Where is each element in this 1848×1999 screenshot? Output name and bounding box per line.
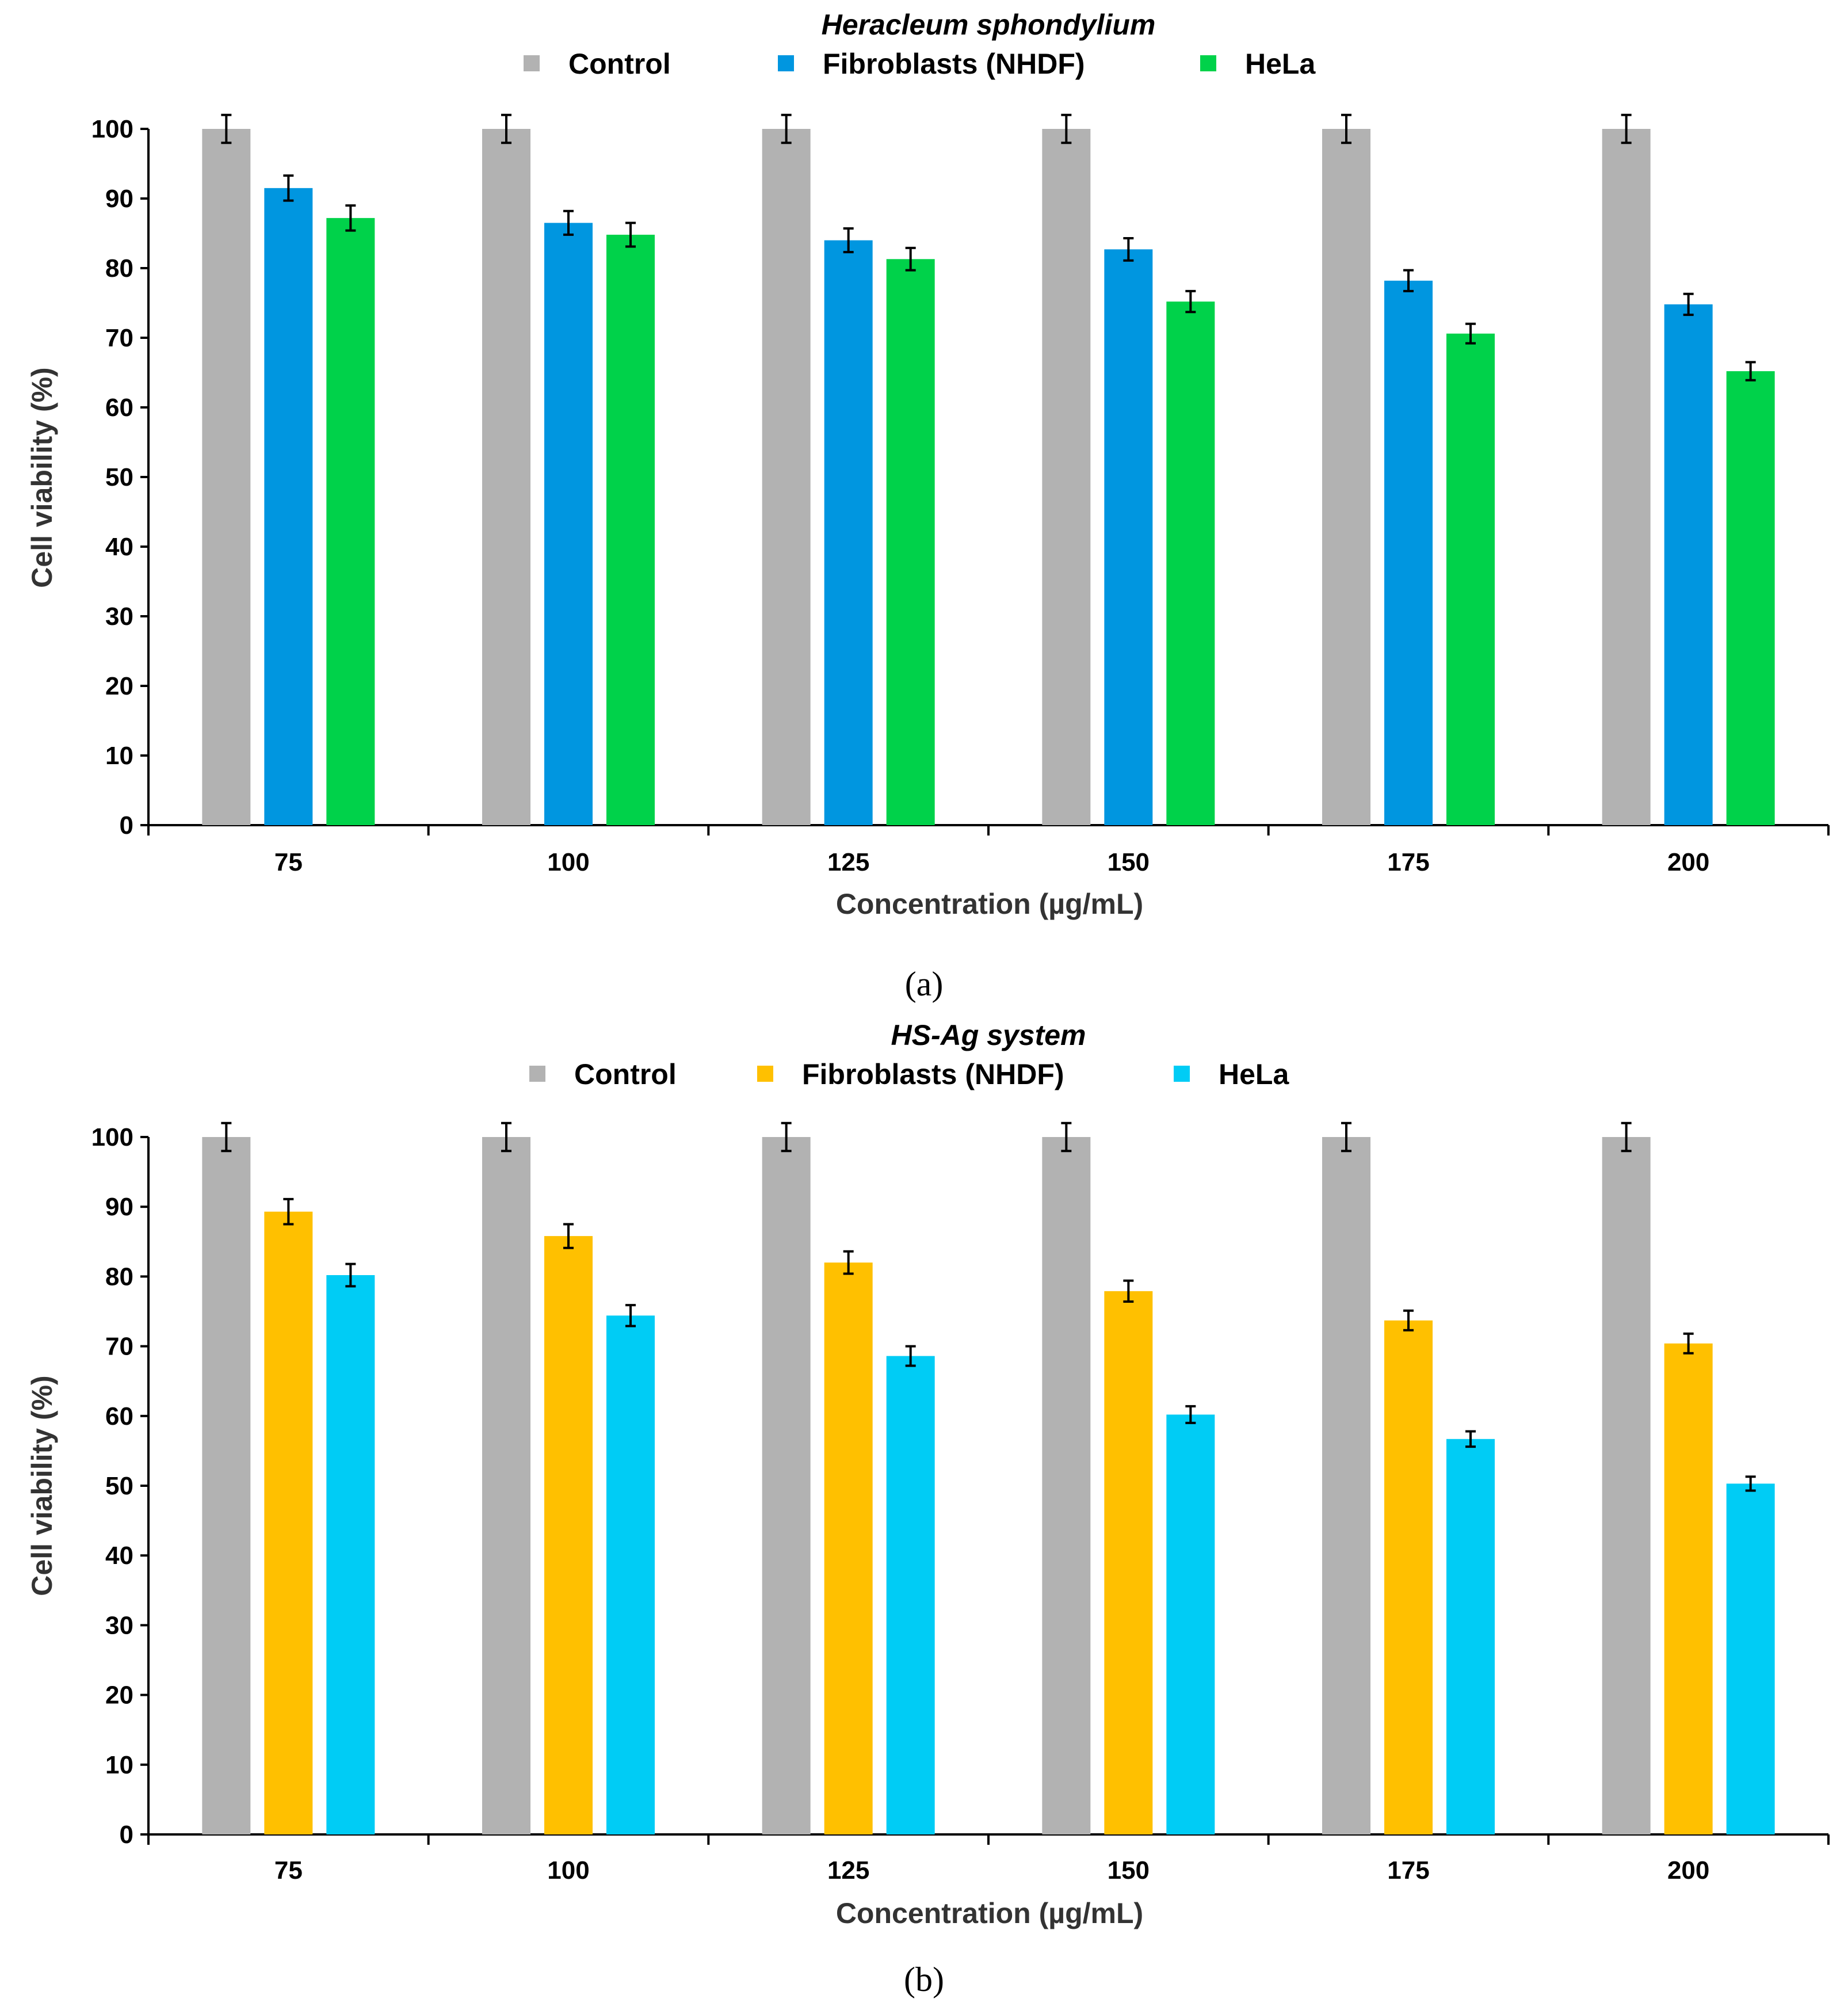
bar-1-2: [824, 240, 873, 826]
chart-b: HS-Ag system Control Fibroblasts (NHDF) HeL…: [26, 1019, 1830, 1998]
bar-2-1: [606, 234, 655, 825]
legend-swatch-0: [524, 55, 540, 71]
bar-0-5: [1602, 1137, 1651, 1834]
y-tick-label: 40: [105, 533, 133, 561]
y-tick-label: 10: [105, 742, 133, 770]
y-tick-label: 60: [105, 394, 133, 422]
bar-1-5: [1664, 1343, 1713, 1834]
bar-2-4: [1446, 1439, 1495, 1834]
legend-label-0: Control: [574, 1058, 677, 1090]
chart-title: HS-Ag system: [891, 1019, 1086, 1051]
y-tick-label: 30: [105, 602, 133, 631]
y-tick-label: 40: [105, 1542, 133, 1570]
y-tick-label: 60: [105, 1402, 133, 1430]
legend-swatch-1: [778, 55, 794, 71]
x-tick-label: 150: [1108, 848, 1150, 876]
legend-swatch-0: [529, 1066, 545, 1082]
x-tick-label: 150: [1108, 1856, 1150, 1884]
chart-a: Heracleum sphondylium Control Fibroblasts …: [26, 9, 1830, 1003]
bar-1-0: [264, 188, 313, 826]
y-tick-label: 30: [105, 1611, 133, 1639]
bar-1-5: [1664, 304, 1713, 825]
legend-swatch-2: [1174, 1066, 1190, 1082]
legend-label-1: Fibroblasts (NHDF): [802, 1058, 1064, 1090]
bar-0-4: [1322, 129, 1370, 825]
chart-title: Heracleum sphondylium: [822, 9, 1156, 41]
y-tick-label: 90: [105, 185, 133, 213]
y-tick-label: 0: [120, 811, 133, 840]
y-tick-label: 100: [91, 1123, 133, 1151]
bar-0-1: [482, 1137, 530, 1834]
bar-1-3: [1104, 249, 1153, 826]
bar-2-2: [886, 259, 935, 825]
panel-label: (a): [905, 965, 944, 1003]
bar-0-3: [1042, 129, 1091, 825]
x-tick-label: 200: [1667, 848, 1709, 876]
x-axis-label: Concentration (µg/mL): [836, 1897, 1143, 1929]
bar-0-0: [202, 129, 251, 825]
bar-0-4: [1322, 1137, 1370, 1834]
x-tick-label: 175: [1387, 848, 1429, 876]
bar-2-2: [886, 1356, 935, 1834]
x-tick-label: 175: [1387, 1856, 1429, 1884]
bar-2-5: [1726, 371, 1775, 825]
legend: Control Fibroblasts (NHDF) HeLa: [529, 1058, 1289, 1090]
bar-0-2: [762, 129, 811, 825]
y-axis-label: Cell viability (%): [26, 1375, 58, 1596]
y-axis-label: Cell viability (%): [26, 367, 58, 588]
y-tick-label: 80: [105, 1262, 133, 1291]
legend-swatch-2: [1200, 55, 1216, 71]
legend-label-0: Control: [568, 48, 671, 80]
x-tick-label: 200: [1667, 1856, 1709, 1884]
legend-label-2: HeLa: [1245, 48, 1316, 80]
bar-0-3: [1042, 1137, 1091, 1834]
y-tick-label: 90: [105, 1193, 133, 1221]
x-tick-label: 100: [547, 1856, 589, 1884]
bar-2-0: [326, 1275, 375, 1834]
y-tick-label: 70: [105, 1333, 133, 1361]
y-tick-label: 0: [120, 1821, 133, 1849]
y-tick-label: 20: [105, 1681, 133, 1710]
y-tick-label: 70: [105, 324, 133, 352]
legend: Control Fibroblasts (NHDF) HeLa: [524, 48, 1316, 80]
bar-2-1: [606, 1315, 655, 1834]
bar-2-3: [1166, 302, 1215, 825]
bar-1-3: [1104, 1291, 1153, 1834]
y-tick-label: 50: [105, 1472, 133, 1500]
bar-0-2: [762, 1137, 811, 1834]
legend-label-2: HeLa: [1219, 1058, 1289, 1090]
legend-label-1: Fibroblasts (NHDF): [823, 48, 1085, 80]
bar-1-2: [824, 1262, 873, 1834]
y-tick-label: 10: [105, 1751, 133, 1779]
y-tick-label: 50: [105, 463, 133, 491]
bar-1-1: [544, 223, 593, 826]
legend-swatch-1: [757, 1066, 773, 1082]
bar-1-1: [544, 1236, 593, 1834]
y-tick-label: 80: [105, 254, 133, 283]
x-tick-label: 125: [827, 848, 869, 876]
bar-2-0: [326, 218, 375, 825]
bar-0-0: [202, 1137, 251, 1834]
x-tick-label: 75: [274, 1856, 303, 1884]
bar-0-1: [482, 129, 530, 825]
x-tick-label: 100: [547, 848, 589, 876]
bar-2-4: [1446, 333, 1495, 825]
panel-label: (b): [904, 1960, 944, 1998]
x-axis-label: Concentration (µg/mL): [836, 888, 1143, 920]
y-tick-label: 100: [91, 115, 133, 143]
x-tick-label: 125: [827, 1856, 869, 1884]
bar-2-3: [1166, 1414, 1215, 1834]
bar-1-4: [1384, 1320, 1433, 1834]
bar-1-0: [264, 1211, 313, 1834]
y-tick-label: 20: [105, 672, 133, 700]
bar-0-5: [1602, 129, 1651, 825]
x-tick-label: 75: [274, 848, 303, 876]
bar-1-4: [1384, 280, 1433, 825]
bar-2-5: [1726, 1483, 1775, 1834]
